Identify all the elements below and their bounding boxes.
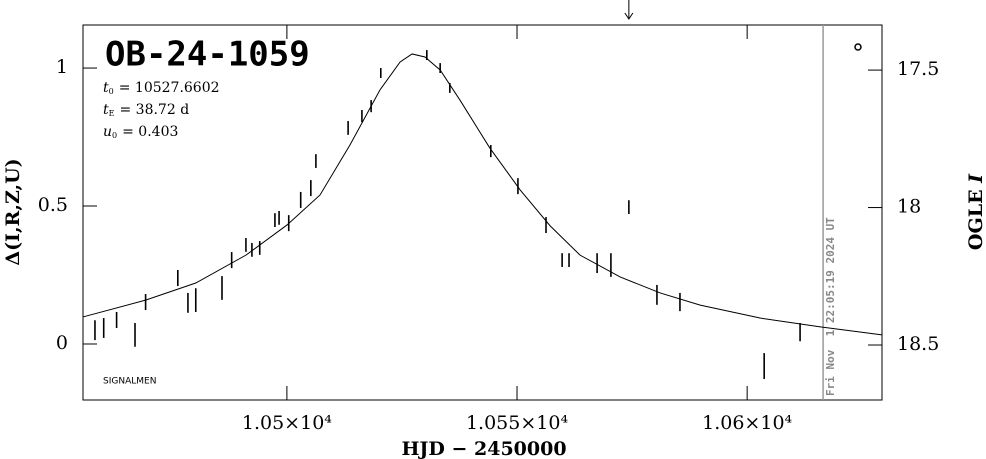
plot-frame	[82, 24, 883, 401]
y-tick-label: 0.5	[38, 194, 68, 216]
parameter-text: = 38.72 d	[119, 102, 189, 118]
parameter-text: = 10527.6602	[119, 80, 220, 96]
parameter-text: = 0.403	[122, 124, 178, 140]
parameter-subscript: 0	[112, 131, 117, 140]
parameter-subscript: E	[109, 109, 115, 118]
parameter-symbol: u	[103, 124, 112, 140]
chart-title: OB-24-1059	[105, 35, 310, 75]
x-tick-label: 1.05×10⁴	[242, 412, 332, 434]
parameter-symbol: t	[103, 102, 109, 118]
y-axis-label: Δ(I,R,Z,U)	[2, 158, 24, 265]
x-tick-label: 1.055×10⁴	[466, 412, 568, 434]
timestamp: Fri Nov 1 22:05:19 2024 UT	[824, 217, 837, 396]
marker-circle	[854, 43, 862, 51]
y2-axis-label-italic: I	[965, 173, 986, 184]
y-tick-label: 1	[56, 56, 68, 78]
parameter-subscript: 0	[109, 87, 114, 96]
parameter: u0 = 0.403	[103, 124, 178, 140]
parameter: tE = 38.72 d	[103, 102, 189, 118]
arrow-head	[624, 12, 634, 20]
y2-tick-label: 18.5	[897, 333, 939, 355]
x-axis-label: HJD − 2450000	[401, 438, 566, 459]
y2-tick-label: 18	[897, 196, 921, 218]
y-tick-label: 0	[56, 332, 68, 354]
parameter-symbol: t	[103, 80, 109, 96]
y2-tick-label: 17.5	[897, 58, 939, 80]
model-curve	[82, 53, 883, 336]
footer-label: SIGNALMEN	[103, 377, 156, 387]
parameter: t0 = 10527.6602	[103, 80, 220, 96]
y2-axis-label-text: OGLE	[965, 183, 986, 250]
x-tick-label: 1.06×10⁴	[702, 412, 792, 434]
y2-axis-label: OGLE I	[965, 173, 986, 250]
